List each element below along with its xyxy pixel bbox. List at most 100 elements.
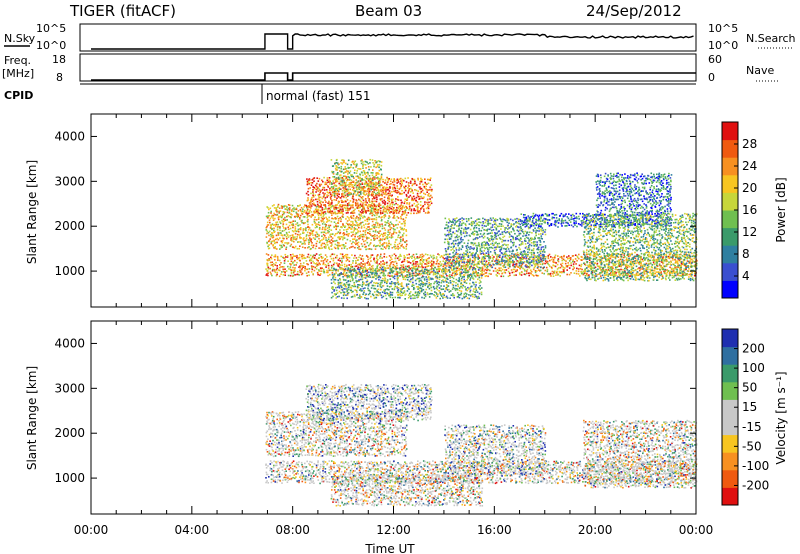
data-cell <box>411 190 414 192</box>
data-cell <box>392 270 395 272</box>
data-cell <box>401 192 404 195</box>
data-cell <box>312 214 314 216</box>
data-cell <box>335 199 337 201</box>
data-cell <box>429 277 431 279</box>
data-cell <box>327 271 329 273</box>
data-cell <box>295 230 298 233</box>
data-cell <box>330 269 333 272</box>
data-cell <box>440 294 442 296</box>
data-cell <box>626 266 629 268</box>
data-cell <box>373 189 375 192</box>
data-cell <box>306 263 308 265</box>
data-cell <box>416 274 419 276</box>
data-cell <box>363 274 365 276</box>
data-cell <box>394 285 397 288</box>
data-cell <box>365 182 368 185</box>
data-cell <box>393 253 396 255</box>
data-cell <box>379 225 382 228</box>
data-cell <box>309 234 311 237</box>
data-cell <box>449 230 452 233</box>
data-cell <box>299 253 301 256</box>
data-cell <box>458 268 461 270</box>
data-cell <box>487 263 489 266</box>
data-cell <box>353 257 355 259</box>
data-cell <box>387 181 389 183</box>
data-cell <box>452 294 454 297</box>
data-cell <box>436 281 439 284</box>
data-cell <box>439 291 441 294</box>
data-cell <box>383 255 385 258</box>
data-cell <box>484 265 486 268</box>
data-cell <box>375 205 378 208</box>
data-cell <box>460 279 463 282</box>
data-cell <box>286 237 288 240</box>
data-cell <box>281 246 283 248</box>
data-cell <box>576 259 578 262</box>
data-cell <box>409 180 412 183</box>
data-cell <box>556 268 559 270</box>
data-cell <box>448 243 450 245</box>
data-cell <box>418 280 420 283</box>
data-cell <box>403 267 405 270</box>
data-cell <box>318 221 320 224</box>
data-cell <box>391 291 394 294</box>
data-cell <box>283 244 285 247</box>
data-cell <box>408 261 410 263</box>
data-cell <box>271 223 274 225</box>
data-cell <box>419 183 421 185</box>
data-cell <box>437 293 439 296</box>
scatter-band <box>305 176 433 215</box>
data-cell <box>387 225 390 227</box>
data-cell <box>310 240 312 242</box>
data-cell <box>457 283 459 286</box>
data-cell <box>348 260 351 263</box>
data-cell <box>481 271 483 273</box>
data-cell <box>343 194 346 196</box>
data-cell <box>445 224 448 226</box>
data-cell <box>563 259 566 262</box>
data-cell <box>532 268 535 271</box>
data-cell <box>367 196 369 199</box>
data-cell <box>478 276 481 279</box>
data-cell <box>414 180 416 183</box>
data-cell <box>324 227 326 229</box>
data-cell <box>380 288 382 291</box>
data-cell <box>361 271 364 273</box>
data-cell <box>384 274 387 277</box>
data-cell <box>391 205 393 208</box>
data-cell <box>630 264 632 266</box>
data-cell <box>355 270 358 273</box>
data-cell <box>404 209 407 211</box>
data-cell <box>338 186 341 189</box>
data-cell <box>358 263 360 265</box>
data-cell <box>424 263 426 265</box>
data-cell <box>298 247 300 250</box>
data-cell <box>347 223 349 226</box>
data-cell <box>637 261 640 264</box>
data-cell <box>349 178 351 181</box>
data-cell <box>368 217 371 219</box>
data-cell <box>560 263 562 266</box>
data-cell <box>433 257 435 259</box>
data-cell <box>278 215 280 218</box>
data-cell <box>324 197 327 199</box>
data-cell <box>355 274 358 277</box>
data-cell <box>586 273 588 275</box>
data-cell <box>327 231 329 234</box>
data-cell <box>416 204 418 206</box>
data-cell <box>503 266 505 268</box>
data-cell <box>300 273 303 276</box>
data-cell <box>400 285 403 288</box>
data-cell <box>447 262 449 264</box>
data-cell <box>428 271 430 273</box>
data-cell <box>559 271 561 274</box>
data-cell <box>448 288 450 291</box>
data-cell <box>427 262 430 265</box>
data-cell <box>379 285 382 288</box>
data-cell <box>401 189 403 192</box>
data-cell <box>277 203 280 206</box>
data-cell <box>266 232 268 235</box>
data-cell <box>438 290 440 292</box>
data-cell <box>352 212 354 215</box>
data-cell <box>399 255 401 257</box>
